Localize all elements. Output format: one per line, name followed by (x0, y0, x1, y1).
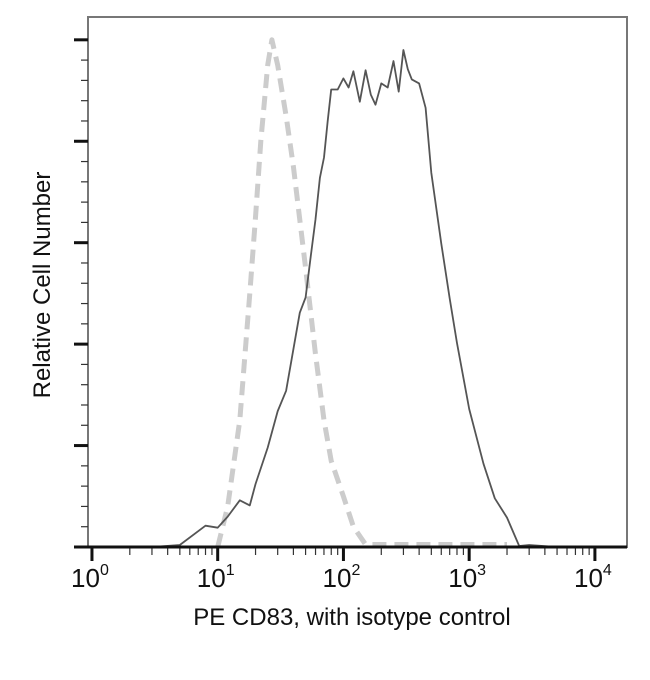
y-axis-label: Relative Cell Number (29, 172, 56, 399)
x-axis-ticks (90, 547, 597, 561)
x-tick-label: 102 (323, 562, 361, 593)
x-axis-label: PE CD83, with isotype control (193, 604, 510, 631)
x-tick-labels: 100 101 102 103 104 (71, 562, 612, 593)
pe-cd83-curve (92, 49, 627, 548)
series-group (92, 37, 627, 548)
x-tick-label: 101 (197, 562, 235, 593)
y-axis-ticks (74, 38, 88, 549)
isotype-control-curve (215, 37, 507, 548)
plot-frame (87, 16, 628, 548)
x-tick-label: 103 (448, 562, 486, 593)
x-tick-label: 104 (574, 562, 612, 593)
x-tick-label: 100 (71, 562, 109, 593)
